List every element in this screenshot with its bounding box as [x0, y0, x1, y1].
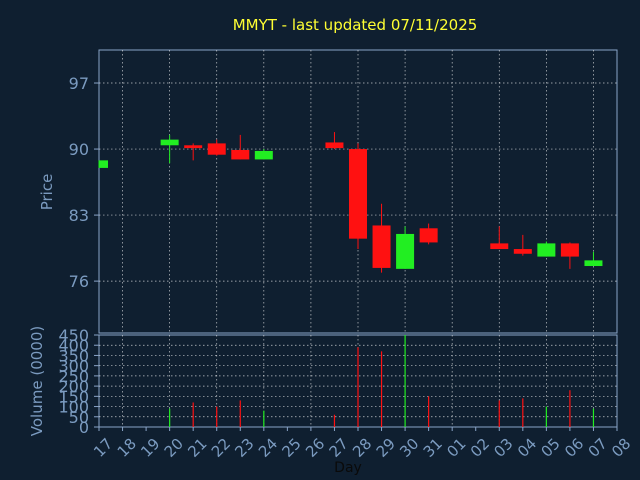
- x-tick-label: 21: [184, 435, 210, 461]
- x-tick-label: 31: [420, 435, 446, 461]
- volume-tick-label: 300: [58, 357, 89, 376]
- candle-body-20: [160, 139, 179, 146]
- volume-tick-label: 400: [58, 336, 89, 355]
- candle-body-31: [419, 228, 438, 243]
- x-tick-label: 29: [373, 435, 399, 461]
- volume-tick-label: 250: [58, 367, 89, 386]
- x-tick-label: 28: [349, 435, 375, 461]
- volume-tick-label: 350: [58, 346, 89, 365]
- price-panel: 76 83 90 97: [69, 49, 618, 334]
- candle-body-30: [396, 233, 415, 269]
- candle-body-05: [537, 243, 556, 257]
- x-tick-label: 02: [467, 435, 493, 461]
- volume-tick-label: 50: [69, 408, 89, 427]
- volume-panel: 0501001502002503003504004501718192021222…: [58, 326, 634, 461]
- x-tick-label: 18: [114, 435, 140, 461]
- candle-body-07: [584, 260, 603, 267]
- x-tick-label: 07: [585, 435, 611, 461]
- chart-title: MMYT - last updated 07/11/2025: [233, 16, 478, 34]
- x-tick-label: 19: [137, 435, 163, 461]
- candle-body-29: [372, 225, 391, 268]
- x-tick-label: 27: [326, 435, 352, 461]
- volume-axis-label: Volume (0000): [28, 326, 46, 436]
- x-tick-label: 22: [208, 435, 234, 461]
- candle-body-03: [490, 243, 509, 250]
- price-tick-label: 90: [69, 140, 89, 159]
- volume-tick-label: 200: [58, 377, 89, 396]
- volume-tick-label: 450: [58, 326, 89, 345]
- x-tick-label: 26: [302, 435, 328, 461]
- x-tick-label: 08: [608, 435, 634, 461]
- candle-body-17: [99, 160, 108, 168]
- x-tick-label: 24: [255, 435, 281, 461]
- candle-body-21: [184, 145, 203, 149]
- candle-body-24: [254, 150, 273, 160]
- candle-body-28: [349, 149, 367, 239]
- price-tick-label: 76: [69, 272, 89, 291]
- volume-tick-label: 0: [79, 418, 89, 437]
- x-tick-label: 23: [231, 435, 257, 461]
- x-tick-label: 17: [90, 435, 116, 461]
- price-axis-label: Price: [38, 174, 56, 211]
- volume-tick-label: 100: [58, 398, 89, 417]
- volume-tick-label: 150: [58, 387, 89, 406]
- x-tick-label: 06: [561, 435, 587, 461]
- candle-body-06: [560, 243, 579, 257]
- candle-body-22: [207, 143, 226, 155]
- price-tick-label: 97: [69, 74, 89, 93]
- x-tick-label: 20: [161, 435, 187, 461]
- x-tick-label: 04: [514, 435, 540, 461]
- x-tick-label: 03: [490, 435, 516, 461]
- candle-body-27: [325, 142, 344, 149]
- price-tick-label: 83: [69, 206, 89, 225]
- x-axis-label: Day: [334, 460, 362, 476]
- x-tick-label: 05: [538, 435, 564, 461]
- candle-body-23: [231, 149, 250, 160]
- candle-body-04: [513, 249, 532, 254]
- x-tick-label: 01: [443, 435, 469, 461]
- x-tick-label: 25: [279, 435, 305, 461]
- x-tick-label: 30: [396, 435, 422, 461]
